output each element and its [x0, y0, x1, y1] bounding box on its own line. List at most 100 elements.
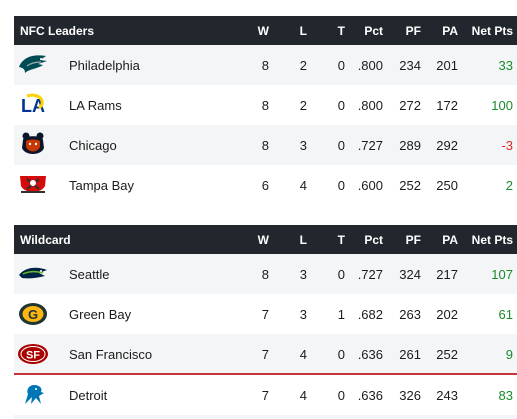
- table-row[interactable]: LA LA Rams 8 2 0 .800 272 172 100: [14, 85, 517, 125]
- nfc-leaders-table: NFC Leaders W L T Pct PF PA Net Pts Phil…: [14, 16, 517, 205]
- wins: 8: [261, 97, 269, 113]
- win-pct: .727: [357, 137, 383, 153]
- lions-logo-icon: [16, 378, 50, 412]
- points-for: 234: [399, 57, 421, 73]
- 49ers-logo-icon: SF: [16, 337, 50, 371]
- points-for: 263: [399, 306, 421, 322]
- table-header: Wildcard W L T Pct PF PA Net Pts: [14, 225, 517, 254]
- points-for: 272: [399, 97, 421, 113]
- rams-logo-icon: LA: [16, 88, 50, 122]
- bears-logo-icon: [16, 128, 50, 162]
- buccaneers-logo-icon: [16, 168, 50, 202]
- points-for: 261: [399, 346, 421, 362]
- ties: 0: [337, 97, 345, 113]
- col-header-pa[interactable]: PA: [442, 232, 458, 247]
- points-for: 252: [399, 177, 421, 193]
- losses: 3: [299, 306, 307, 322]
- points-against: 217: [436, 266, 458, 282]
- losses: 4: [299, 177, 307, 193]
- points-against: 250: [436, 177, 458, 193]
- team-name[interactable]: Detroit: [69, 387, 108, 403]
- wildcard-table: Wildcard W L T Pct PF PA Net Pts Seattle…: [14, 225, 517, 374]
- points-for: 324: [399, 266, 421, 282]
- net-points: 33: [498, 57, 513, 73]
- net-points: 9: [505, 346, 513, 362]
- col-header-pct[interactable]: Pct: [364, 232, 383, 247]
- wins: 7: [261, 306, 269, 322]
- points-against: 243: [436, 387, 458, 403]
- team-name[interactable]: Philadelphia: [69, 57, 140, 73]
- points-against: 172: [436, 97, 458, 113]
- col-header-pf[interactable]: PF: [405, 23, 421, 38]
- table-row[interactable]: Tampa Bay 6 4 0 .600 252 250 2: [14, 165, 517, 205]
- col-header-net-pts[interactable]: Net Pts: [471, 232, 513, 247]
- win-pct: .800: [357, 57, 383, 73]
- win-pct: .636: [357, 346, 383, 362]
- net-points: 83: [498, 387, 513, 403]
- net-points: -3: [501, 137, 513, 153]
- points-for: 289: [399, 137, 421, 153]
- table-row[interactable]: Seattle 8 3 0 .727 324 217 107: [14, 254, 517, 294]
- table-row[interactable]: SF San Francisco 7 4 0 .636 261 252 9: [14, 334, 517, 374]
- ties: 1: [337, 306, 345, 322]
- table-row[interactable]: Philadelphia 8 2 0 .800 234 201 33: [14, 45, 517, 85]
- points-against: 202: [436, 306, 458, 322]
- table-header: NFC Leaders W L T Pct PF PA Net Pts: [14, 16, 517, 45]
- losses: 4: [299, 387, 307, 403]
- section-title: Wildcard: [20, 232, 71, 247]
- table-row[interactable]: G Green Bay 7 3 1 .682 263 202 61: [14, 294, 517, 334]
- col-header-pa[interactable]: PA: [442, 23, 458, 38]
- ties: 0: [337, 177, 345, 193]
- ties: 0: [337, 137, 345, 153]
- table-row[interactable]: Detroit 7 4 0 .636 326 243 83: [14, 375, 517, 415]
- col-header-t[interactable]: T: [337, 232, 345, 247]
- playoff-cutline-divider: [14, 373, 517, 375]
- ties: 0: [337, 57, 345, 73]
- svg-text:SF: SF: [26, 350, 40, 362]
- wins: 7: [261, 387, 269, 403]
- win-pct: .682: [357, 306, 383, 322]
- win-pct: .636: [357, 387, 383, 403]
- net-points: 61: [498, 306, 513, 322]
- ties: 0: [337, 346, 345, 362]
- col-header-l[interactable]: L: [299, 23, 307, 38]
- losses: 3: [299, 266, 307, 282]
- losses: 4: [299, 346, 307, 362]
- points-against: 201: [436, 57, 458, 73]
- team-name[interactable]: LA Rams: [69, 97, 122, 113]
- team-name[interactable]: Seattle: [69, 266, 110, 282]
- table-row-partial: [14, 415, 517, 419]
- losses: 2: [299, 97, 307, 113]
- col-header-pf[interactable]: PF: [405, 232, 421, 247]
- wins: 6: [261, 177, 269, 193]
- team-name[interactable]: San Francisco: [69, 346, 153, 362]
- net-points: 2: [505, 177, 513, 193]
- wins: 8: [261, 137, 269, 153]
- losses: 3: [299, 137, 307, 153]
- wins: 7: [261, 346, 269, 362]
- wildcard-table-below-cutline: Detroit 7 4 0 .636 326 243 83: [14, 375, 517, 419]
- net-points: 100: [491, 97, 513, 113]
- col-header-t[interactable]: T: [337, 23, 345, 38]
- team-name[interactable]: Chicago: [69, 137, 117, 153]
- section-title: NFC Leaders: [20, 23, 95, 38]
- col-header-net-pts[interactable]: Net Pts: [471, 23, 513, 38]
- team-name[interactable]: Tampa Bay: [69, 177, 135, 193]
- points-against: 252: [436, 346, 458, 362]
- seahawks-logo-icon: [16, 257, 50, 291]
- col-header-w[interactable]: W: [257, 23, 269, 38]
- team-name[interactable]: Green Bay: [69, 306, 132, 322]
- col-header-pct[interactable]: Pct: [364, 23, 383, 38]
- wins: 8: [261, 57, 269, 73]
- win-pct: .727: [357, 266, 383, 282]
- svg-text:G: G: [28, 307, 38, 322]
- col-header-l[interactable]: L: [299, 232, 307, 247]
- ties: 0: [337, 387, 345, 403]
- table-row[interactable]: Chicago 8 3 0 .727 289 292 -3: [14, 125, 517, 165]
- col-header-w[interactable]: W: [257, 232, 269, 247]
- svg-text:LA: LA: [21, 96, 45, 116]
- win-pct: .600: [357, 177, 383, 193]
- win-pct: .800: [357, 97, 383, 113]
- losses: 2: [299, 57, 307, 73]
- points-against: 292: [436, 137, 458, 153]
